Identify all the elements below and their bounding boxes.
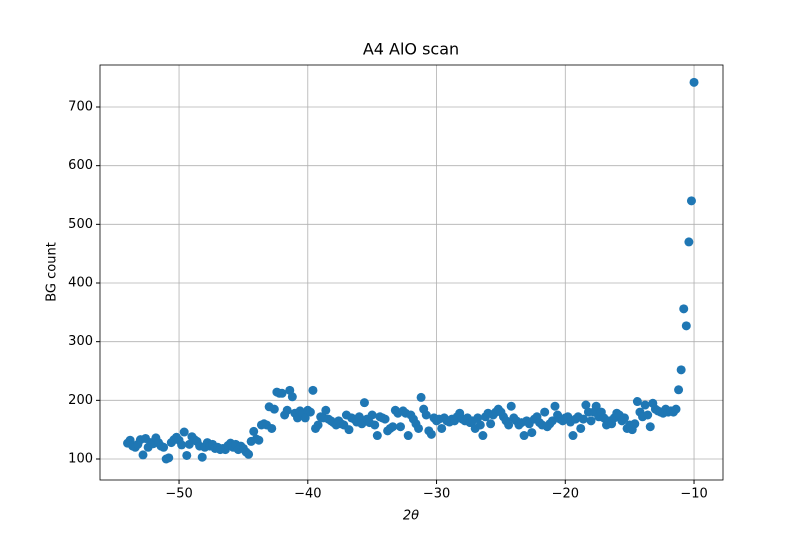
point (578, 414, 588, 424)
point (416, 392, 426, 402)
point (177, 440, 187, 450)
x-tick-label: −40 (294, 487, 321, 502)
x-tick-label: −50 (165, 487, 192, 502)
point (426, 429, 436, 439)
point (568, 431, 578, 441)
point (640, 400, 650, 410)
point (300, 413, 310, 423)
point (269, 404, 279, 414)
point (478, 431, 488, 441)
x-tick-label: −10 (680, 487, 707, 502)
point (527, 428, 537, 438)
point (581, 400, 591, 410)
point (359, 398, 369, 408)
point (671, 404, 681, 414)
x-tick-label: −20 (552, 487, 579, 502)
point (676, 365, 686, 375)
point (244, 449, 254, 459)
point (182, 450, 192, 460)
point (475, 420, 485, 430)
point (282, 405, 292, 415)
point (643, 410, 653, 420)
point (354, 412, 364, 422)
y-tick-label: 700 (68, 100, 93, 115)
point (370, 420, 380, 430)
point (249, 426, 259, 436)
y-tick-label: 500 (68, 217, 93, 232)
point (437, 423, 447, 433)
point (403, 431, 413, 441)
point (313, 420, 323, 430)
point (308, 385, 318, 395)
point (380, 414, 390, 424)
point (645, 422, 655, 432)
point (679, 304, 689, 314)
y-tick-label: 300 (68, 334, 93, 349)
point (179, 427, 189, 437)
point (684, 237, 694, 247)
point (540, 407, 550, 417)
point (473, 413, 483, 423)
point (586, 416, 596, 426)
point (414, 423, 424, 433)
point (159, 442, 169, 452)
x-axis-label: 2θ (403, 509, 419, 524)
point (689, 77, 699, 87)
point (164, 453, 174, 463)
point (506, 401, 516, 411)
point (277, 388, 287, 398)
point (576, 423, 586, 433)
point (681, 321, 691, 331)
point (591, 401, 601, 411)
point (630, 419, 640, 429)
point (367, 410, 377, 420)
chart-title: A4 AlO scan (363, 40, 459, 59)
point (197, 452, 207, 462)
point (344, 425, 354, 435)
point (547, 416, 557, 426)
point (632, 397, 642, 407)
x-tick-label: −30 (423, 487, 450, 502)
point (674, 385, 684, 395)
point (686, 196, 696, 206)
point (504, 420, 514, 430)
point (388, 422, 398, 432)
point (421, 410, 431, 420)
point (620, 413, 630, 423)
y-axis-label: BG count (45, 242, 60, 302)
point (519, 431, 529, 441)
point (138, 450, 148, 460)
point (395, 422, 405, 432)
y-tick-label: 400 (68, 276, 93, 291)
plot-frame (99, 64, 724, 481)
point (267, 423, 277, 433)
point (372, 431, 382, 441)
y-tick-label: 100 (68, 451, 93, 466)
point (254, 435, 264, 445)
y-tick-label: 600 (68, 158, 93, 173)
point (287, 392, 297, 402)
point (305, 407, 315, 417)
y-tick-label: 200 (68, 393, 93, 408)
point (550, 401, 560, 411)
point (321, 405, 331, 415)
point (486, 419, 496, 429)
